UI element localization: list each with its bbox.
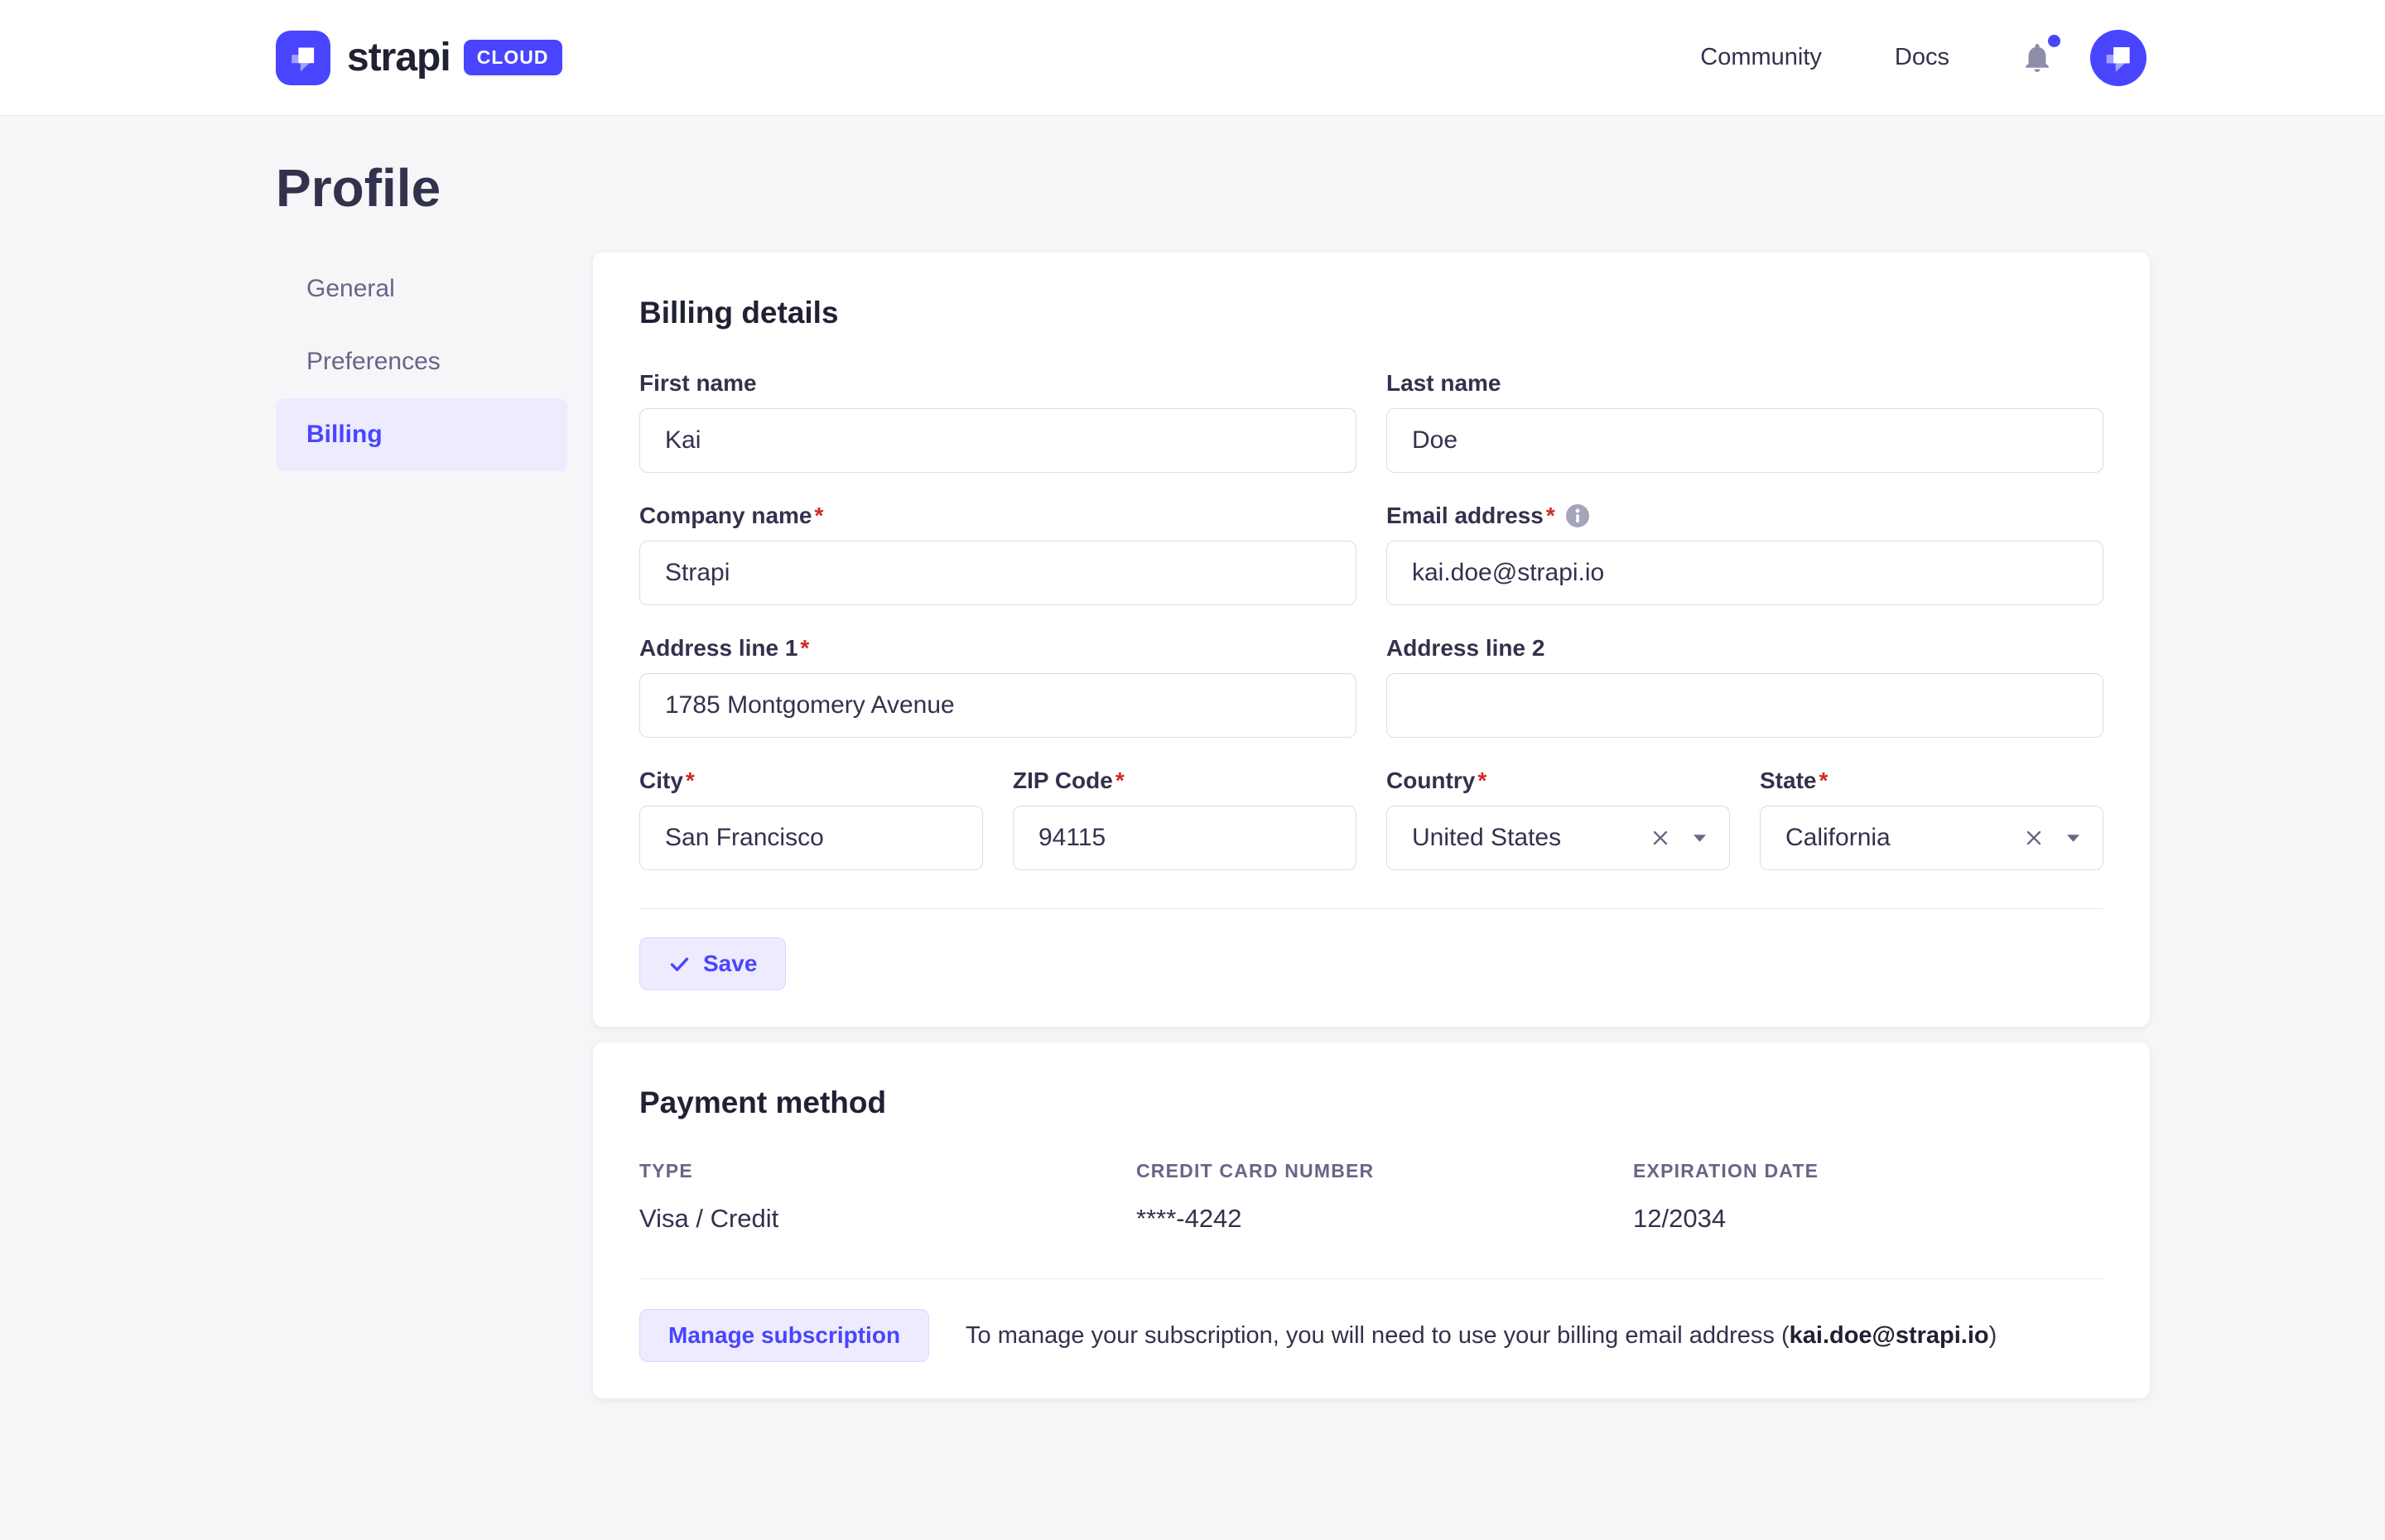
country-select-value: United States (1412, 824, 1562, 851)
brand-name: strapi (347, 36, 451, 79)
strapi-logo-icon (276, 30, 330, 85)
save-button-label: Save (703, 950, 758, 976)
city-field: City * (639, 768, 983, 870)
country-label: Country * (1386, 768, 1487, 793)
payment-method-card: Payment method TYPE Visa / Credit CREDIT… (593, 1042, 2150, 1398)
required-marker: * (1115, 768, 1125, 793)
required-marker: * (814, 503, 824, 528)
bell-icon (2026, 43, 2049, 72)
zip-code-input[interactable] (1013, 806, 1356, 870)
chevron-down-icon[interactable] (1694, 834, 1706, 842)
payment-type-column: TYPE Visa / Credit (639, 1160, 1136, 1234)
state-label: State * (1760, 768, 1828, 793)
city-input[interactable] (639, 806, 983, 870)
last-name-field: Last name (1386, 370, 2103, 473)
profile-sidebar: General Preferences Billing (276, 253, 567, 471)
country-field: Country * United States (1386, 768, 1730, 870)
manage-subscription-label: Manage subscription (668, 1322, 901, 1348)
check-icon (670, 957, 689, 971)
email-address-field: Email address * (1386, 503, 2103, 605)
payment-divider (639, 1278, 2103, 1279)
company-name-label: Company name * (639, 503, 824, 528)
cloud-badge: CLOUD (463, 40, 562, 75)
last-name-input[interactable] (1386, 408, 2103, 473)
company-name-input[interactable] (639, 541, 1356, 605)
expiration-date-header: EXPIRATION DATE (1633, 1160, 1819, 1181)
required-marker: * (1819, 768, 1828, 793)
chevron-down-icon[interactable] (2067, 834, 2079, 842)
expiration-date-column: EXPIRATION DATE 12/2034 (1633, 1160, 1819, 1234)
company-name-field: Company name * (639, 503, 1356, 605)
required-marker: * (685, 768, 695, 793)
save-button[interactable]: Save (639, 937, 787, 990)
nav-link-docs[interactable]: Docs (1894, 44, 1949, 70)
nav-link-community[interactable]: Community (1700, 44, 1822, 70)
first-name-label: First name (639, 370, 757, 396)
required-marker: * (1477, 768, 1487, 793)
clear-icon[interactable] (1649, 826, 1672, 849)
address-line-1-input[interactable] (639, 673, 1356, 738)
top-navbar: strapi CLOUD Community Docs (0, 0, 2385, 116)
payment-type-header: TYPE (639, 1160, 693, 1181)
manage-subscription-note: To manage your subscription, you will ne… (966, 1321, 1997, 1349)
user-avatar[interactable] (2090, 29, 2146, 86)
state-select-value: California (1785, 824, 1891, 851)
sidebar-item-general[interactable]: General (306, 275, 395, 302)
billing-details-card: Billing details First name Last name (593, 253, 2150, 1027)
email-address-input[interactable] (1386, 541, 2103, 605)
sidebar-item-billing[interactable]: Billing (276, 398, 567, 471)
address-line-2-field: Address line 2 (1386, 635, 2103, 738)
city-label: City * (639, 768, 695, 793)
address-line-2-input[interactable] (1386, 673, 2103, 738)
notifications-button[interactable] (2021, 34, 2060, 76)
info-icon[interactable] (1565, 503, 1590, 528)
first-name-field: First name (639, 370, 1356, 473)
state-select[interactable]: California (1760, 806, 2103, 870)
required-marker: * (800, 635, 810, 661)
zip-code-field: ZIP Code * (1013, 768, 1356, 870)
credit-card-value: ****-4242 (1136, 1204, 1242, 1233)
required-marker: * (1545, 503, 1555, 528)
payment-method-table: TYPE Visa / Credit CREDIT CARD NUMBER **… (639, 1160, 2103, 1234)
state-field: State * California (1760, 768, 2103, 870)
zip-code-label: ZIP Code * (1013, 768, 1125, 793)
payment-method-title: Payment method (639, 1085, 887, 1119)
address-line-2-label: Address line 2 (1386, 635, 1545, 661)
page-title: Profile (276, 158, 441, 218)
credit-card-header: CREDIT CARD NUMBER (1136, 1160, 1375, 1181)
notification-dot (2048, 34, 2060, 47)
last-name-label: Last name (1386, 370, 1501, 396)
billing-details-title: Billing details (639, 296, 839, 330)
payment-type-value: Visa / Credit (639, 1204, 779, 1233)
expiration-date-value: 12/2034 (1633, 1204, 1727, 1233)
address-line-1-label: Address line 1 * (639, 635, 810, 661)
country-select[interactable]: United States (1386, 806, 1730, 870)
form-divider (639, 908, 2103, 909)
clear-icon[interactable] (2022, 826, 2045, 849)
email-address-label: Email address * (1386, 503, 2103, 529)
address-line-1-field: Address line 1 * (639, 635, 1356, 738)
sidebar-item-preferences[interactable]: Preferences (306, 348, 441, 375)
credit-card-column: CREDIT CARD NUMBER ****-4242 (1136, 1160, 1633, 1234)
billing-email: kai.doe@strapi.io (1789, 1321, 1989, 1349)
first-name-input[interactable] (639, 408, 1356, 473)
brand[interactable]: strapi CLOUD (276, 30, 562, 85)
manage-subscription-button[interactable]: Manage subscription (639, 1309, 930, 1362)
